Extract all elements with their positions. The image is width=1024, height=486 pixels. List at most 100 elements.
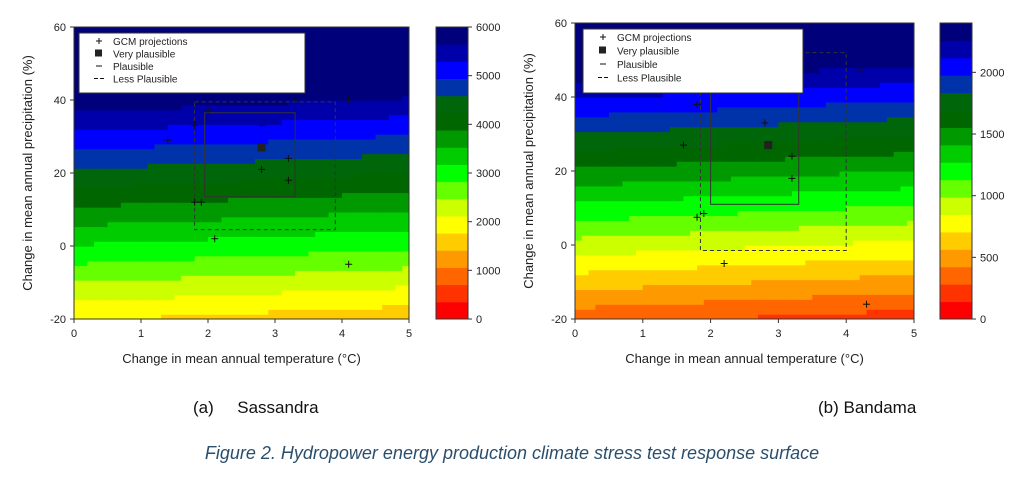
surface-cell <box>622 136 630 142</box>
surface-cell <box>100 27 109 33</box>
surface-cell <box>676 195 685 202</box>
surface-cell <box>234 202 243 208</box>
surface-cell <box>744 23 752 29</box>
surface-cell <box>348 70 356 77</box>
surface-cell <box>301 236 310 242</box>
surface-cell <box>355 197 363 203</box>
surface-cell <box>107 309 115 315</box>
surface-cell <box>697 254 705 261</box>
surface-cell <box>161 134 169 140</box>
surface-cell <box>107 109 115 116</box>
surface-cell <box>703 264 712 271</box>
surface-cell <box>194 134 202 140</box>
surface-cell <box>588 195 596 202</box>
surface-cell <box>388 114 397 121</box>
surface-cell <box>615 92 624 98</box>
surface-cell <box>602 185 610 192</box>
surface-cell <box>676 254 685 261</box>
surface-cell <box>208 173 216 179</box>
surface-cell <box>355 236 363 242</box>
surface-cell <box>114 231 122 237</box>
surface-cell <box>588 200 596 207</box>
surface-cell <box>348 75 356 82</box>
surface-cell <box>588 23 596 29</box>
surface-cell <box>703 215 712 221</box>
surface-cell <box>167 192 176 198</box>
surface-cell <box>751 180 759 187</box>
surface-cell <box>375 260 383 267</box>
surface-cell <box>281 202 289 208</box>
surface-cell <box>602 97 610 103</box>
x-tick-label: 3 <box>272 328 278 340</box>
surface-cell <box>588 141 596 147</box>
surface-cell <box>395 309 403 315</box>
surface-cell <box>402 124 409 130</box>
surface-cell <box>402 226 409 232</box>
surface-cell <box>663 97 671 103</box>
surface-cell <box>636 264 644 271</box>
surface-cell <box>771 156 779 162</box>
surface-cell <box>649 151 657 157</box>
surface-cell <box>261 100 269 106</box>
surface-cell <box>214 168 222 174</box>
surface-cell <box>697 185 705 192</box>
surface-cell <box>758 215 766 221</box>
surface-cell <box>147 309 155 315</box>
surface-cell <box>663 171 671 177</box>
surface-cell <box>669 314 678 319</box>
surface-cell <box>154 192 162 198</box>
surface-cell <box>362 134 370 140</box>
surface-cell <box>201 299 209 305</box>
surface-cell <box>114 104 122 111</box>
surface-cell <box>141 119 149 125</box>
surface-cell <box>194 284 202 291</box>
surface-cell <box>80 148 88 155</box>
surface-cell <box>785 225 793 231</box>
gcm-projection-point <box>211 235 219 243</box>
surface-cell <box>214 265 222 271</box>
surface-cell <box>402 158 409 164</box>
surface-cell <box>87 304 95 310</box>
surface-cell <box>581 166 590 172</box>
gcm-projection-point <box>164 136 172 144</box>
surface-cell <box>602 126 610 133</box>
surface-cell <box>395 138 403 145</box>
surface-cell <box>174 216 182 223</box>
surface-cell <box>690 245 698 251</box>
gcm-projection-point <box>345 96 353 104</box>
surface-cell <box>248 192 256 198</box>
surface-cell <box>362 246 370 252</box>
surface-cell <box>342 241 350 247</box>
surface-cell <box>187 27 196 33</box>
surface-cell <box>107 177 115 184</box>
surface-cell <box>120 289 129 296</box>
surface-cell <box>669 289 678 295</box>
surface-cell <box>321 173 330 179</box>
surface-cell <box>288 182 296 189</box>
surface-cell <box>342 27 350 33</box>
surface-cell <box>724 314 732 319</box>
surface-cell <box>315 241 323 247</box>
surface-cell <box>295 236 303 242</box>
surface-cell <box>154 226 162 232</box>
surface-cell <box>710 314 718 319</box>
surface-cell <box>642 185 651 192</box>
surface-cell <box>362 182 370 189</box>
surface-cell <box>80 226 88 232</box>
surface-cell <box>588 245 596 251</box>
surface-cell <box>214 124 222 130</box>
surface-cell <box>663 210 671 216</box>
surface-cell <box>683 23 691 29</box>
surface-cell <box>335 129 343 135</box>
surface-cell <box>663 136 671 142</box>
surface-cell <box>764 116 773 123</box>
surface-cell <box>221 177 229 184</box>
surface-cell <box>402 265 409 271</box>
surface-cell <box>275 124 283 130</box>
surface-cell <box>181 197 189 203</box>
surface-cell <box>717 200 725 207</box>
surface-cell <box>281 280 289 286</box>
surface-cell <box>348 173 356 179</box>
surface-cell <box>114 163 122 169</box>
surface-cell <box>268 173 276 179</box>
